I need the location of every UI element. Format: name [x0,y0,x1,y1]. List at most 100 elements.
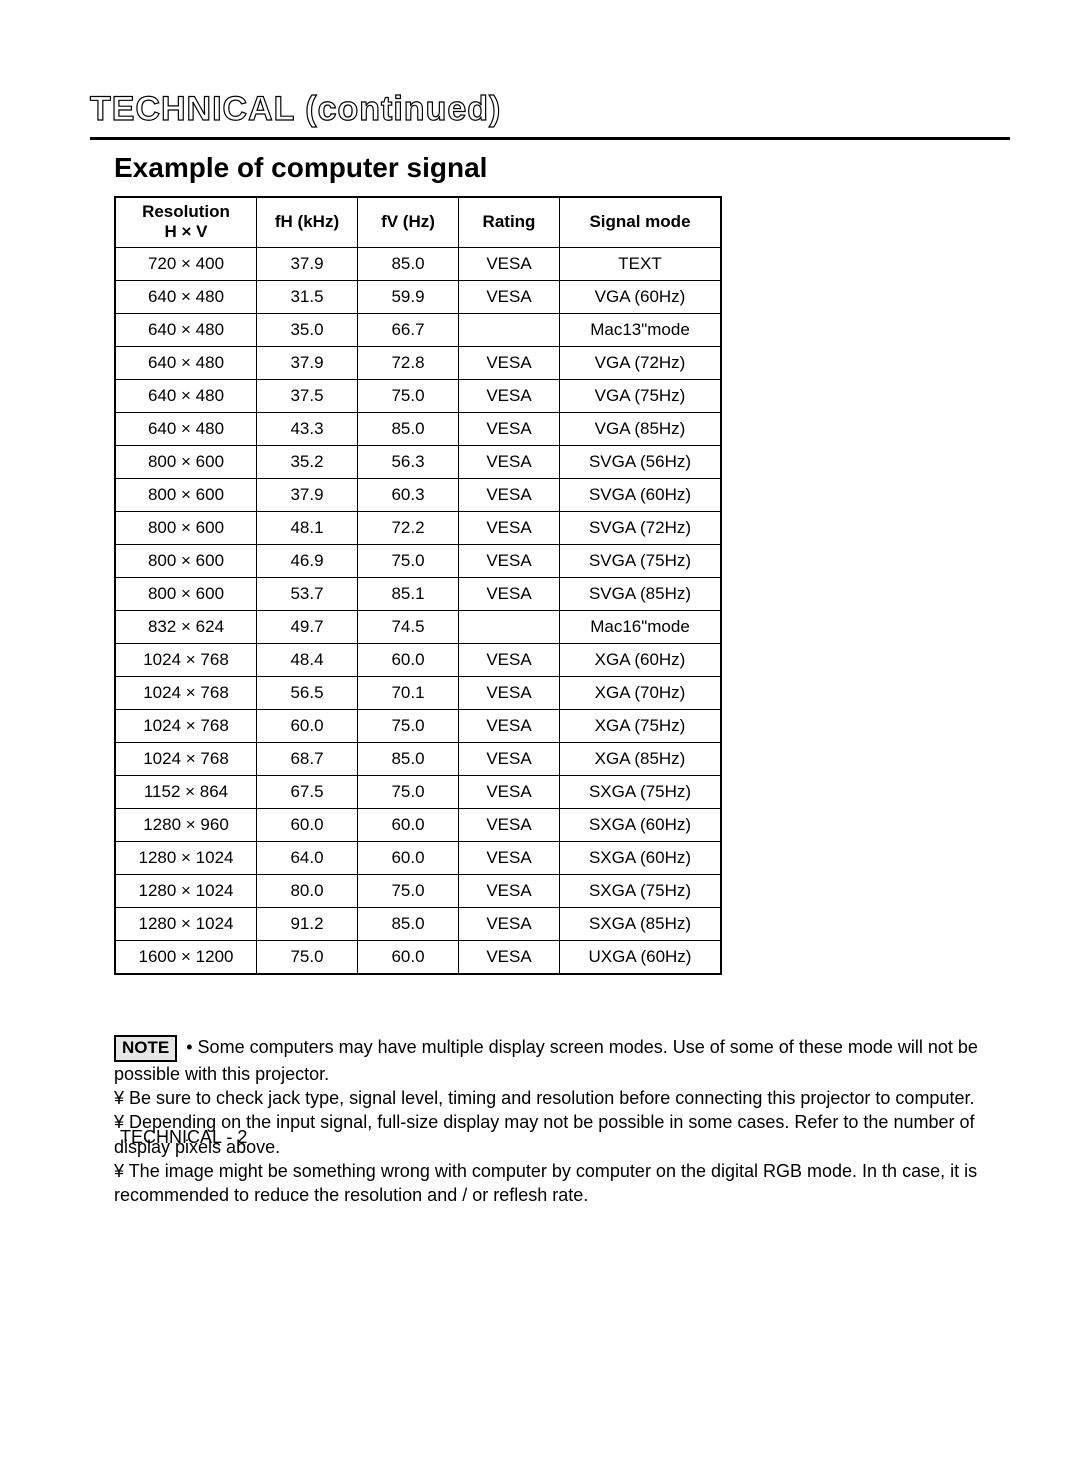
col-header-fh: fH (kHz) [257,197,358,247]
table-cell: SXGA (75Hz) [560,874,722,907]
table-cell: VESA [459,742,560,775]
table-cell: Mac13"mode [560,313,722,346]
table-cell: 1600 × 1200 [115,940,257,974]
table-cell: 35.2 [257,445,358,478]
table-cell: 85.1 [358,577,459,610]
table-cell [459,610,560,643]
table-row: 640 × 48037.575.0VESAVGA (75Hz) [115,379,721,412]
table-row: 1024 × 76860.075.0VESAXGA (75Hz) [115,709,721,742]
table-cell: 53.7 [257,577,358,610]
table-cell: 91.2 [257,907,358,940]
table-cell: 1024 × 768 [115,709,257,742]
table-cell: 1280 × 1024 [115,907,257,940]
table-row: 800 × 60035.256.3VESASVGA (56Hz) [115,445,721,478]
table-cell: VESA [459,379,560,412]
table-row: 640 × 48031.559.9VESAVGA (60Hz) [115,280,721,313]
table-cell: 85.0 [358,742,459,775]
page: TECHNICAL (continued) Example of compute… [0,0,1080,1268]
table-cell: VESA [459,478,560,511]
page-footer: TECHNICAL - 2 [120,1127,247,1148]
table-row: 1152 × 86467.575.0VESASXGA (75Hz) [115,775,721,808]
table-cell: SXGA (60Hz) [560,808,722,841]
note-line: • Some computers may have multiple displ… [114,1037,978,1084]
table-cell: VESA [459,346,560,379]
table-cell: 37.9 [257,346,358,379]
table-cell: 85.0 [358,247,459,280]
table-cell: 64.0 [257,841,358,874]
table-cell: 60.0 [358,940,459,974]
col-header-text: Resolution [142,202,230,221]
table-cell: 60.0 [358,643,459,676]
table-cell: 60.0 [358,841,459,874]
table-cell: XGA (70Hz) [560,676,722,709]
table-row: 1024 × 76848.460.0VESAXGA (60Hz) [115,643,721,676]
signal-table: Resolution H × V fH (kHz) fV (Hz) Rating… [114,196,722,975]
table-cell: 832 × 624 [115,610,257,643]
table-cell: VESA [459,907,560,940]
table-cell: 75.0 [358,709,459,742]
table-cell: 48.4 [257,643,358,676]
table-cell: VESA [459,841,560,874]
col-header-rating: Rating [459,197,560,247]
table-cell: VESA [459,445,560,478]
table-cell: 640 × 480 [115,313,257,346]
table-cell: 66.7 [358,313,459,346]
table-cell: 37.9 [257,478,358,511]
table-cell: VESA [459,676,560,709]
table-cell: SVGA (75Hz) [560,544,722,577]
table-cell: VGA (75Hz) [560,379,722,412]
table-cell: 1280 × 1024 [115,841,257,874]
note-label: NOTE [114,1035,177,1062]
table-cell: VESA [459,874,560,907]
table-cell: 60.0 [257,808,358,841]
table-row: 1280 × 102480.075.0VESASXGA (75Hz) [115,874,721,907]
table-cell: VESA [459,643,560,676]
note-block: NOTE • Some computers may have multiple … [114,1035,986,1208]
table-cell: 74.5 [358,610,459,643]
table-cell: VESA [459,247,560,280]
table-cell: 85.0 [358,907,459,940]
table-cell: 1024 × 768 [115,643,257,676]
table-cell: 1152 × 864 [115,775,257,808]
table-cell: 800 × 600 [115,511,257,544]
table-cell: 640 × 480 [115,412,257,445]
table-cell: Mac16"mode [560,610,722,643]
table-cell: 56.3 [358,445,459,478]
table-cell: VESA [459,709,560,742]
table-row: 800 × 60053.785.1VESASVGA (85Hz) [115,577,721,610]
table-cell: VESA [459,511,560,544]
table-row: 800 × 60046.975.0VESASVGA (75Hz) [115,544,721,577]
section-title: Example of computer signal [114,152,1010,184]
table-row: 1280 × 96060.060.0VESASXGA (60Hz) [115,808,721,841]
title-rule [90,137,1010,140]
table-cell: 60.3 [358,478,459,511]
table-cell: 75.0 [358,775,459,808]
col-header-subtext: H × V [165,222,208,241]
table-cell: XGA (75Hz) [560,709,722,742]
table-cell: 67.5 [257,775,358,808]
table-cell: 43.3 [257,412,358,445]
table-cell: XGA (85Hz) [560,742,722,775]
table-cell: VESA [459,775,560,808]
table-row: 1024 × 76868.785.0VESAXGA (85Hz) [115,742,721,775]
table-cell: XGA (60Hz) [560,643,722,676]
table-cell: 60.0 [257,709,358,742]
table-cell: 35.0 [257,313,358,346]
table-cell: VESA [459,808,560,841]
table-cell: 75.0 [358,874,459,907]
table-cell: 37.5 [257,379,358,412]
table-cell: 59.9 [358,280,459,313]
table-row: 1024 × 76856.570.1VESAXGA (70Hz) [115,676,721,709]
table-cell: 56.5 [257,676,358,709]
table-cell: 800 × 600 [115,577,257,610]
table-row: 640 × 48037.972.8VESAVGA (72Hz) [115,346,721,379]
table-header: Resolution H × V fH (kHz) fV (Hz) Rating… [115,197,721,247]
note-text: • Some computers may have multiple displ… [114,1037,978,1205]
table-cell: VESA [459,280,560,313]
table-cell: UXGA (60Hz) [560,940,722,974]
table-row: 832 × 62449.774.5Mac16"mode [115,610,721,643]
table-cell: SVGA (56Hz) [560,445,722,478]
table-row: 800 × 60037.960.3VESASVGA (60Hz) [115,478,721,511]
table-cell: VGA (60Hz) [560,280,722,313]
table-cell: 46.9 [257,544,358,577]
